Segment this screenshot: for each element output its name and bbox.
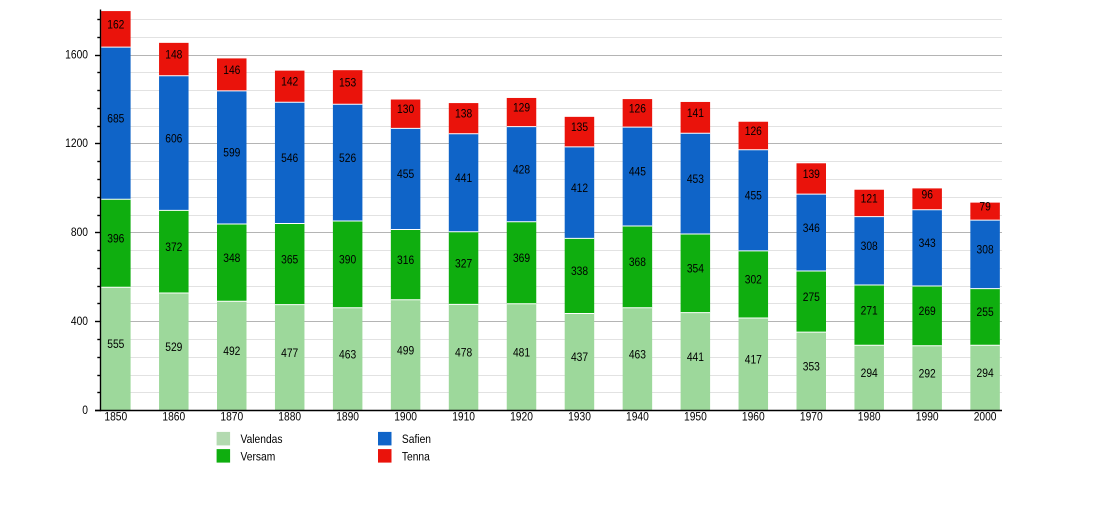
svg-text:135: 135 — [571, 121, 588, 134]
svg-text:463: 463 — [339, 349, 356, 362]
svg-text:428: 428 — [513, 164, 530, 177]
svg-text:79: 79 — [979, 201, 990, 214]
svg-text:1940: 1940 — [626, 411, 649, 424]
svg-text:1900: 1900 — [394, 411, 417, 424]
svg-text:1920: 1920 — [510, 411, 533, 424]
svg-text:455: 455 — [745, 190, 762, 203]
svg-text:1960: 1960 — [742, 411, 765, 424]
svg-text:478: 478 — [455, 347, 472, 360]
svg-text:368: 368 — [629, 256, 646, 269]
svg-text:526: 526 — [339, 152, 356, 165]
svg-text:353: 353 — [803, 361, 820, 374]
svg-text:275: 275 — [803, 291, 820, 304]
svg-text:271: 271 — [861, 305, 878, 318]
svg-text:499: 499 — [397, 345, 414, 358]
svg-text:346: 346 — [803, 222, 820, 235]
svg-text:1950: 1950 — [684, 411, 707, 424]
svg-text:599: 599 — [223, 147, 240, 160]
svg-text:1600: 1600 — [65, 49, 88, 62]
svg-text:327: 327 — [455, 258, 472, 271]
svg-text:126: 126 — [629, 103, 646, 116]
svg-text:1980: 1980 — [858, 411, 881, 424]
svg-text:348: 348 — [223, 252, 240, 265]
svg-text:153: 153 — [339, 77, 356, 90]
svg-text:1910: 1910 — [452, 411, 475, 424]
svg-text:302: 302 — [745, 274, 762, 287]
svg-text:308: 308 — [977, 244, 994, 257]
svg-text:441: 441 — [455, 172, 472, 185]
svg-text:1890: 1890 — [336, 411, 359, 424]
svg-text:126: 126 — [745, 125, 762, 138]
svg-text:1200: 1200 — [65, 138, 88, 151]
svg-text:2000: 2000 — [974, 411, 997, 424]
svg-text:369: 369 — [513, 252, 530, 265]
svg-text:255: 255 — [977, 306, 994, 319]
svg-text:685: 685 — [107, 113, 124, 126]
svg-text:Valendas: Valendas — [241, 433, 283, 446]
svg-text:148: 148 — [165, 49, 182, 62]
svg-text:1990: 1990 — [916, 411, 939, 424]
svg-text:294: 294 — [977, 367, 994, 380]
svg-text:Tenna: Tenna — [402, 451, 431, 464]
svg-text:141: 141 — [687, 107, 704, 120]
svg-text:455: 455 — [397, 169, 414, 182]
svg-text:800: 800 — [71, 226, 88, 239]
svg-text:412: 412 — [571, 182, 588, 195]
svg-text:481: 481 — [513, 347, 530, 360]
svg-text:606: 606 — [165, 133, 182, 146]
svg-text:477: 477 — [281, 347, 298, 360]
svg-text:1850: 1850 — [104, 411, 127, 424]
svg-text:1970: 1970 — [800, 411, 823, 424]
svg-text:142: 142 — [281, 76, 298, 89]
svg-text:1880: 1880 — [278, 411, 301, 424]
svg-text:1930: 1930 — [568, 411, 591, 424]
svg-text:390: 390 — [339, 254, 356, 267]
svg-text:Versam: Versam — [241, 451, 276, 464]
svg-text:Safien: Safien — [402, 433, 431, 446]
svg-text:343: 343 — [919, 237, 936, 250]
svg-text:1860: 1860 — [162, 411, 185, 424]
svg-text:400: 400 — [71, 315, 88, 328]
svg-text:437: 437 — [571, 352, 588, 365]
svg-text:417: 417 — [745, 354, 762, 367]
svg-text:372: 372 — [165, 241, 182, 254]
svg-text:316: 316 — [397, 254, 414, 267]
svg-text:121: 121 — [861, 193, 878, 206]
svg-text:0: 0 — [82, 404, 88, 417]
svg-text:453: 453 — [687, 173, 704, 186]
svg-text:269: 269 — [919, 305, 936, 318]
svg-text:441: 441 — [687, 351, 704, 364]
svg-text:130: 130 — [397, 104, 414, 117]
svg-text:546: 546 — [281, 152, 298, 165]
svg-text:492: 492 — [223, 345, 240, 358]
svg-text:529: 529 — [165, 341, 182, 354]
svg-text:146: 146 — [223, 64, 240, 77]
svg-text:129: 129 — [513, 102, 530, 115]
svg-text:308: 308 — [861, 240, 878, 253]
svg-text:1870: 1870 — [220, 411, 243, 424]
svg-text:139: 139 — [803, 168, 820, 181]
svg-text:365: 365 — [281, 254, 298, 267]
svg-text:292: 292 — [919, 368, 936, 381]
svg-text:96: 96 — [921, 189, 932, 202]
svg-text:445: 445 — [629, 166, 646, 179]
svg-text:396: 396 — [107, 233, 124, 246]
svg-text:294: 294 — [861, 367, 878, 380]
svg-text:162: 162 — [107, 19, 124, 32]
svg-text:138: 138 — [455, 108, 472, 121]
svg-text:354: 354 — [687, 263, 704, 276]
svg-text:338: 338 — [571, 265, 588, 278]
svg-text:555: 555 — [107, 338, 124, 351]
svg-text:463: 463 — [629, 349, 646, 362]
